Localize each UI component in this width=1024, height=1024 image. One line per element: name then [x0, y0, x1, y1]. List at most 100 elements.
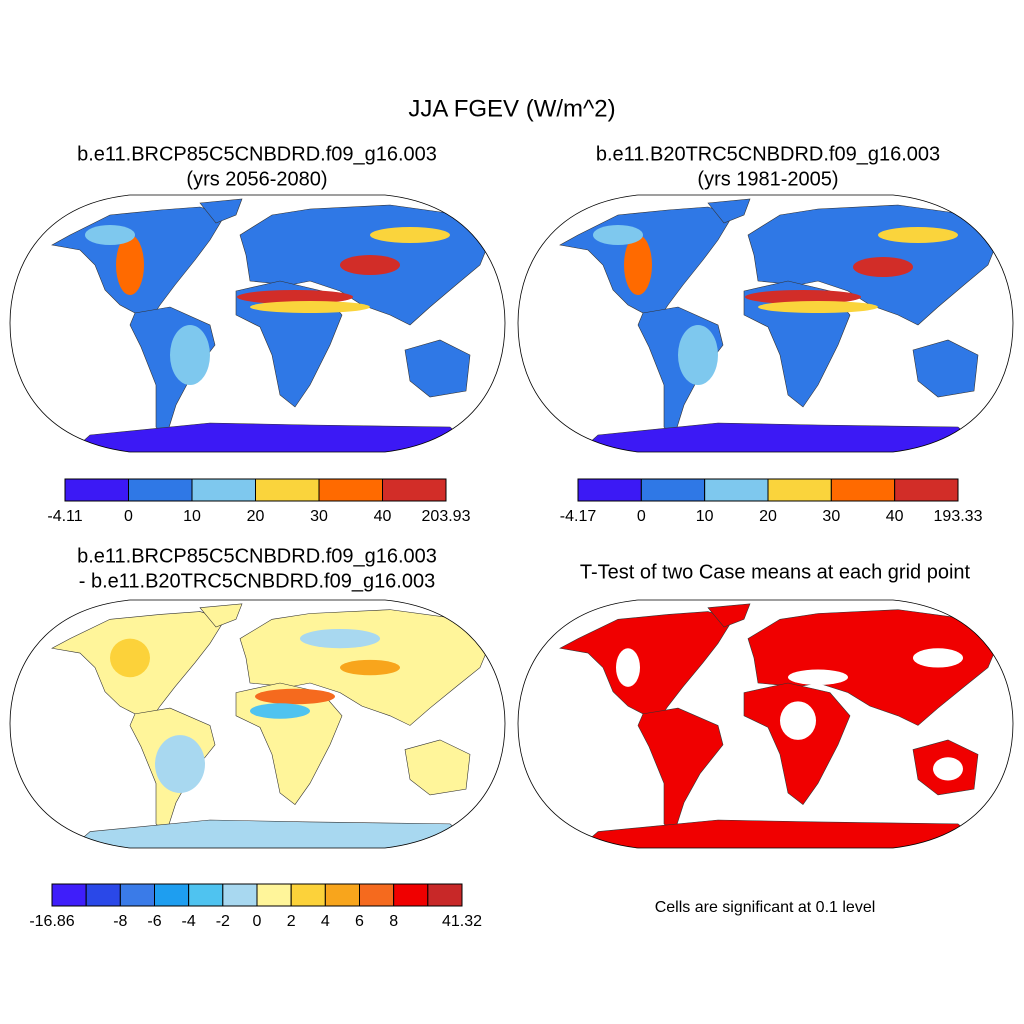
map-content [51, 603, 493, 849]
map-patch [616, 648, 640, 687]
map-patch [116, 235, 144, 295]
map-patch [624, 235, 652, 295]
colorbar-box [318, 478, 383, 502]
map-patch [255, 688, 335, 705]
map-patch [110, 638, 150, 678]
colorbar-box [704, 478, 769, 502]
panel-title: (yrs 1981-2005) [697, 168, 838, 190]
colorbar-box [290, 883, 326, 907]
continent [404, 739, 471, 796]
colorbar-label: 40 [374, 508, 392, 525]
colorbar-label: 41.32 [442, 913, 482, 930]
map [517, 599, 1014, 849]
map-patch [758, 301, 878, 313]
map-patch [745, 290, 861, 304]
map-content [51, 198, 493, 452]
colorbar-label: 0 [253, 913, 262, 930]
colorbar-box [393, 883, 429, 907]
continent [404, 339, 471, 398]
colorbar-box [767, 478, 832, 502]
continent [199, 198, 243, 224]
map [517, 194, 1014, 453]
colorbar-label: 20 [759, 508, 777, 525]
map-content [559, 603, 1001, 849]
continent [199, 603, 243, 628]
map-patch [237, 290, 353, 304]
continent [743, 682, 851, 806]
map-patch [155, 735, 205, 793]
colorbar-box [188, 883, 224, 907]
note: Cells are significant at 0.1 level [655, 899, 876, 916]
continent [912, 339, 979, 398]
antarctica [577, 422, 989, 452]
colorbar-label: 4 [321, 913, 330, 930]
colorbar-label: 8 [389, 913, 398, 930]
colorbar-box [894, 478, 959, 502]
map-patch [370, 227, 450, 243]
map-patch [878, 227, 958, 243]
map-patch [678, 325, 718, 385]
colorbar-box [154, 883, 190, 907]
colorbar-box [256, 883, 292, 907]
map-patch [853, 257, 913, 277]
continent [559, 611, 734, 721]
map-outline [517, 194, 1014, 453]
map-outline [517, 599, 1014, 849]
colorbar-box [640, 478, 706, 502]
panel-title: b.e11.B20TRC5CNBDRD.f09_g16.003 [596, 143, 940, 165]
colorbar-box [255, 478, 320, 502]
colorbar-box [85, 883, 121, 907]
colorbar-label: 30 [822, 508, 840, 525]
panel-title: - b.e11.B20TRC5CNBDRD.f09_g16.003 [79, 570, 435, 592]
colorbar-box [359, 883, 395, 907]
colorbar-label: -6 [147, 913, 161, 930]
colorbar-label: 203.93 [422, 508, 471, 525]
colorbar-label: -16.86 [29, 913, 74, 930]
colorbar-box [382, 478, 447, 502]
colorbar-label: 20 [247, 508, 265, 525]
colorbar-label: 0 [124, 508, 133, 525]
main-title: JJA FGEV (W/m^2) [408, 95, 615, 122]
continent [707, 198, 751, 224]
panel-title: (yrs 2056-2080) [186, 168, 327, 190]
continent [637, 707, 724, 835]
colorbar-label: 193.33 [934, 508, 983, 525]
map-content [559, 198, 1001, 452]
map-patch [250, 301, 370, 313]
colorbar-label: 30 [310, 508, 328, 525]
panel-title: b.e11.BRCP85C5CNBDRD.f09_g16.003 [77, 143, 437, 165]
map-patch [170, 325, 210, 385]
colorbar-box [64, 478, 129, 502]
colorbar-box [830, 478, 896, 502]
colorbar-box [427, 883, 463, 907]
map-outline [9, 194, 506, 453]
antarctica [577, 819, 989, 849]
map-patch [85, 225, 135, 245]
colorbar-label: 10 [696, 508, 714, 525]
colorbar-box [577, 478, 642, 502]
colorbar-label: 10 [183, 508, 201, 525]
colorbar-label: -2 [216, 913, 230, 930]
colorbar-label: 2 [287, 913, 296, 930]
colorbar-label: -8 [113, 913, 127, 930]
colorbar-label: 0 [637, 508, 646, 525]
colorbar-box [191, 478, 256, 502]
colorbar-box [222, 883, 258, 907]
colorbar-box [324, 883, 361, 907]
antarctica [69, 422, 481, 452]
map-patch [788, 669, 848, 685]
map-patch [933, 757, 963, 781]
colorbar-box [128, 478, 193, 502]
antarctica [69, 819, 481, 849]
map-patch [250, 703, 310, 719]
map-patch [300, 628, 380, 649]
map-patch [913, 648, 963, 668]
continent [707, 603, 751, 628]
colorbar-label: 6 [355, 913, 364, 930]
panel-title: b.e11.BRCP85C5CNBDRD.f09_g16.003 [77, 545, 437, 567]
colorbar-label: 40 [886, 508, 904, 525]
colorbar-label: -4.17 [560, 508, 597, 525]
colorbar-box [51, 883, 87, 907]
